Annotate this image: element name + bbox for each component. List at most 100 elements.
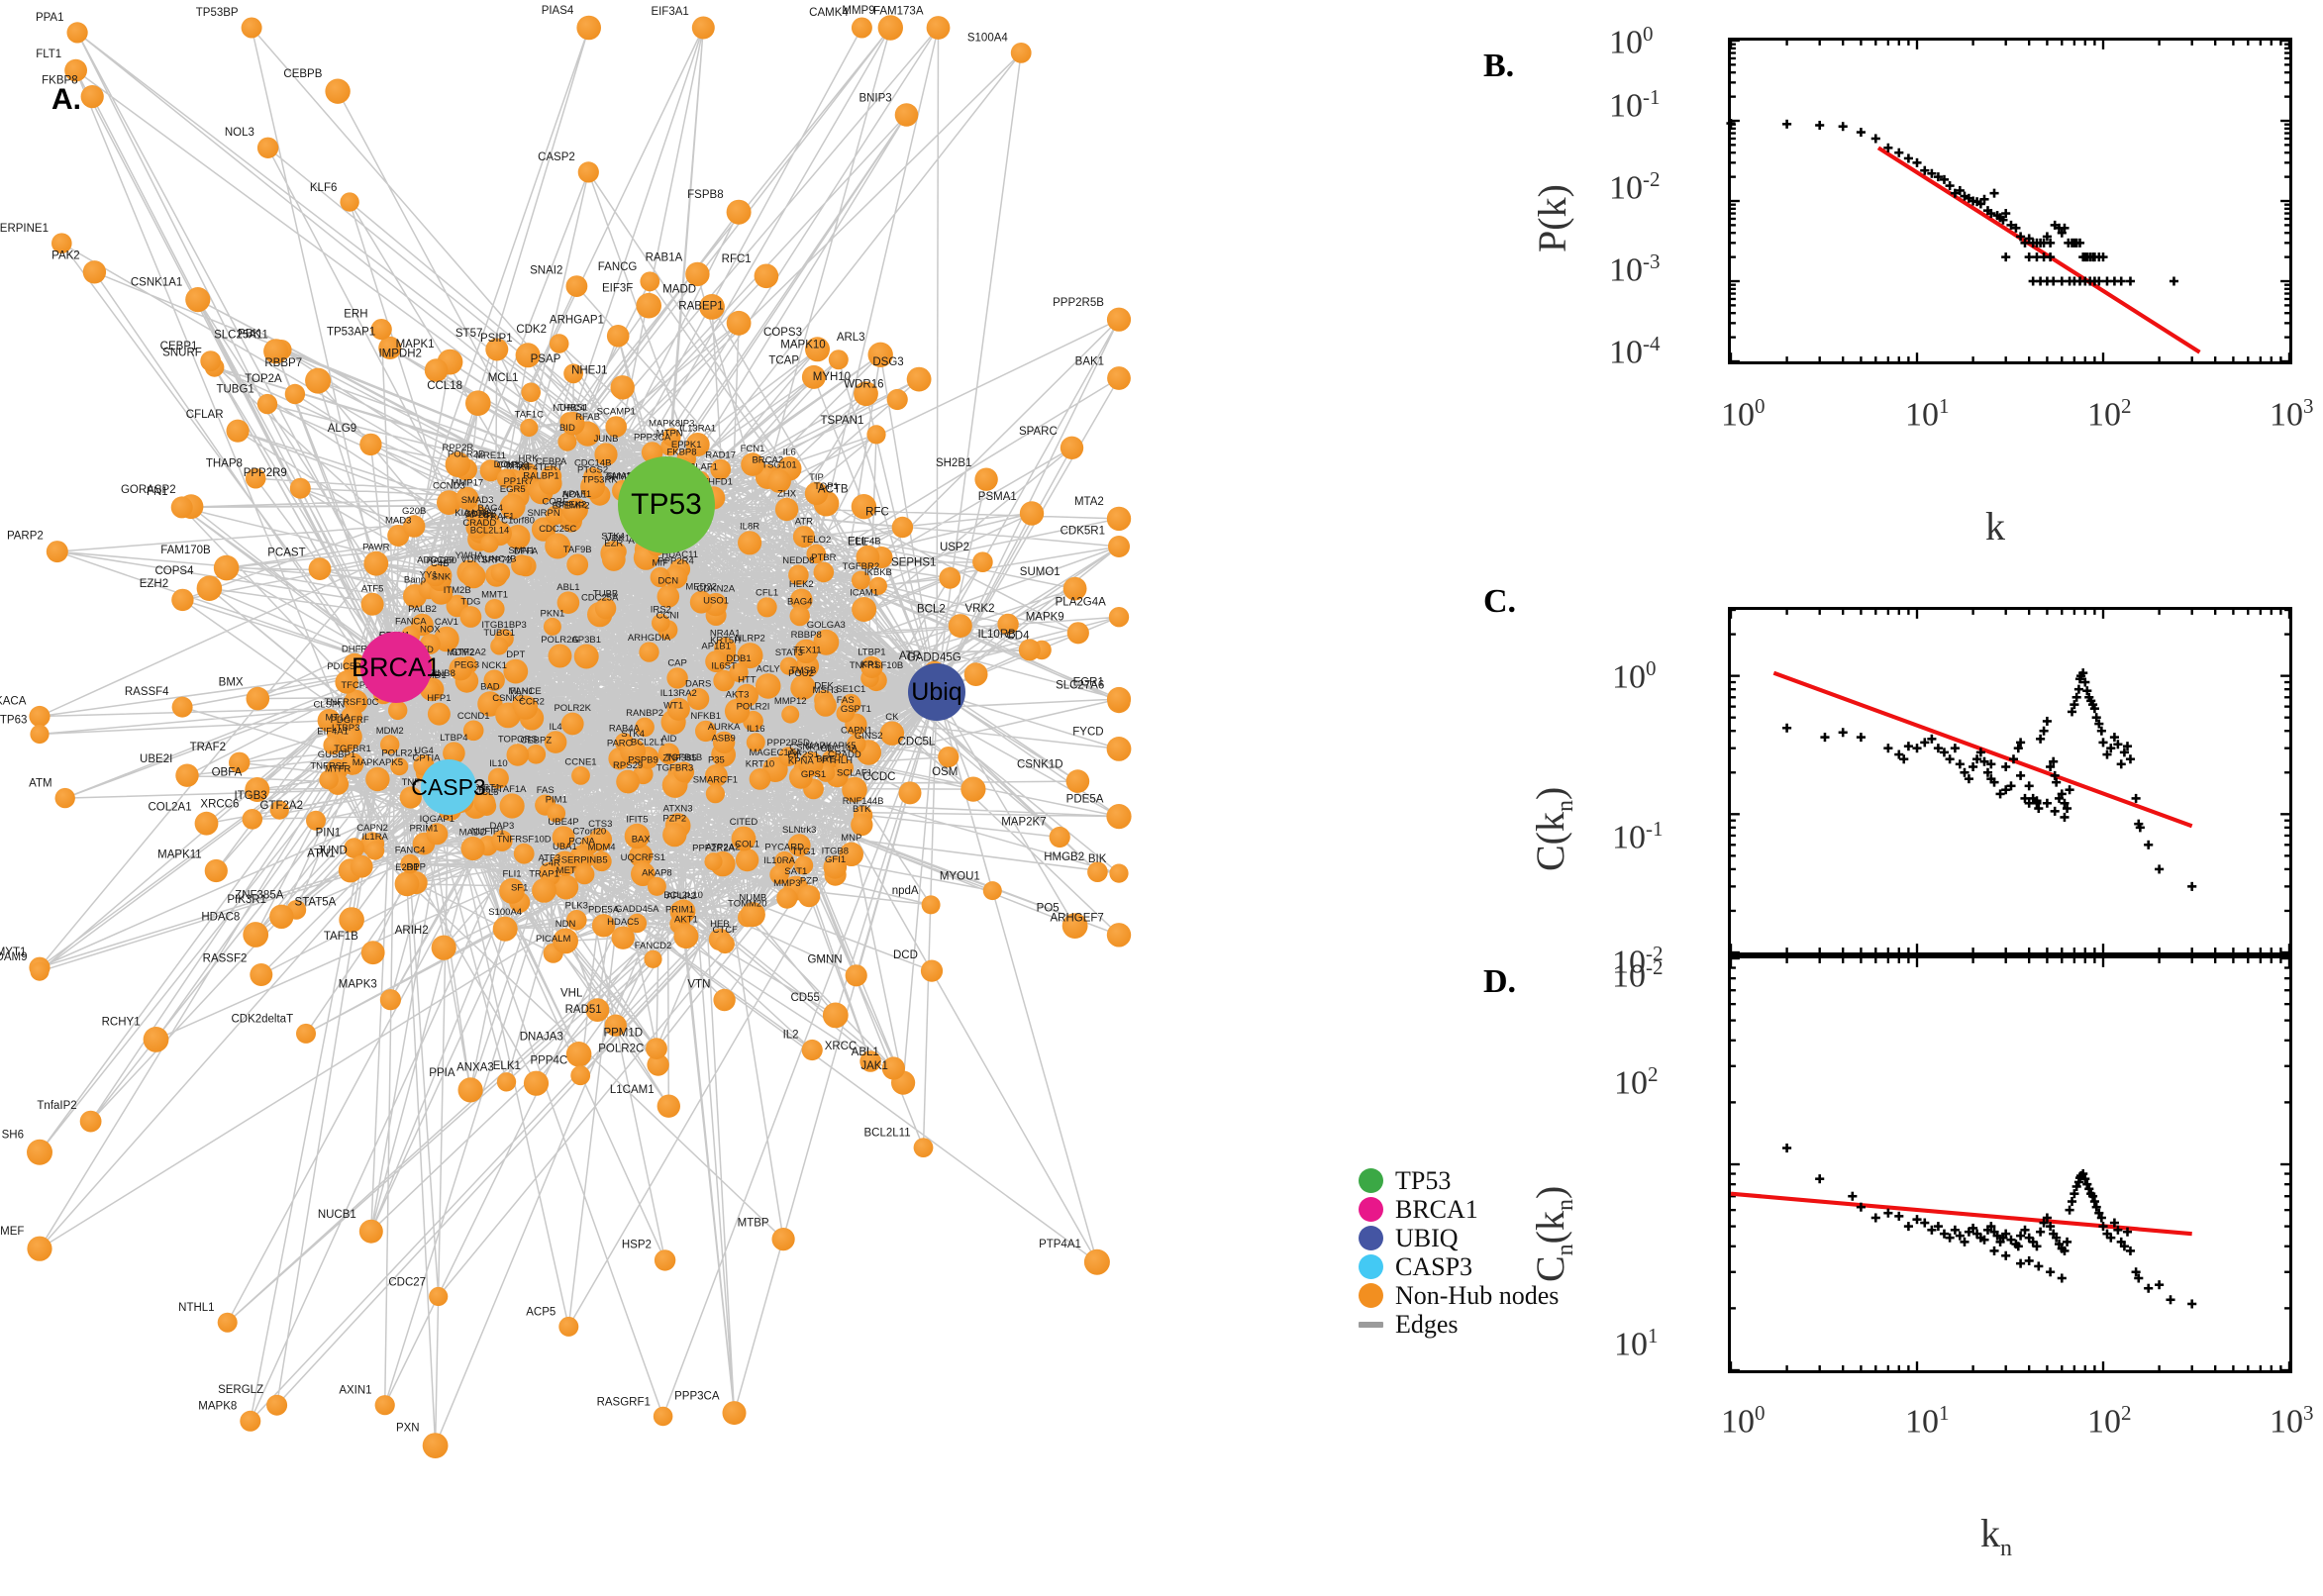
network-node[interactable] xyxy=(317,709,341,733)
network-node[interactable] xyxy=(731,826,757,851)
network-node[interactable] xyxy=(836,704,855,723)
network-node[interactable] xyxy=(594,443,618,466)
network-node[interactable] xyxy=(666,697,690,721)
network-node[interactable] xyxy=(1083,1248,1110,1275)
network-node[interactable] xyxy=(511,554,533,576)
network-node[interactable] xyxy=(66,22,88,44)
network-node[interactable] xyxy=(266,1394,288,1416)
network-node[interactable] xyxy=(879,721,905,746)
network-node[interactable] xyxy=(1106,506,1132,532)
network-node[interactable] xyxy=(577,161,599,183)
network-node[interactable] xyxy=(938,747,960,768)
network-node[interactable] xyxy=(335,670,358,694)
network-node[interactable] xyxy=(813,561,835,583)
network-node[interactable] xyxy=(1108,607,1130,628)
network-node[interactable] xyxy=(948,614,972,639)
network-node[interactable] xyxy=(521,382,541,403)
network-node[interactable] xyxy=(437,490,461,515)
network-node[interactable] xyxy=(851,570,870,590)
network-node[interactable] xyxy=(64,58,87,82)
network-node[interactable] xyxy=(213,554,240,581)
network-node[interactable] xyxy=(805,337,830,362)
network-node[interactable] xyxy=(380,735,400,754)
network-node[interactable] xyxy=(851,17,872,39)
network-node[interactable] xyxy=(513,843,535,864)
network-node[interactable] xyxy=(741,452,764,476)
network-node[interactable] xyxy=(565,275,588,297)
network-node[interactable] xyxy=(360,592,384,616)
network-node[interactable] xyxy=(972,551,993,572)
network-node[interactable] xyxy=(473,792,496,814)
network-node[interactable] xyxy=(835,758,855,777)
network-node[interactable] xyxy=(771,1228,795,1251)
network-node[interactable] xyxy=(713,669,735,692)
network-node[interactable] xyxy=(859,1050,881,1072)
network-node[interactable] xyxy=(226,419,250,443)
network-node[interactable] xyxy=(492,916,518,942)
network-node[interactable] xyxy=(663,565,688,589)
network-node[interactable] xyxy=(963,662,988,686)
network-node[interactable] xyxy=(563,363,583,384)
network-node[interactable] xyxy=(30,724,50,745)
network-node[interactable] xyxy=(359,433,382,456)
network-node[interactable] xyxy=(339,907,364,933)
network-node[interactable] xyxy=(585,998,610,1022)
network-node[interactable] xyxy=(794,639,819,663)
network-node[interactable] xyxy=(647,876,666,896)
network-node[interactable] xyxy=(639,642,659,662)
network-node[interactable] xyxy=(656,585,680,608)
network-node[interactable] xyxy=(705,784,726,804)
network-node[interactable] xyxy=(480,534,499,553)
network-node[interactable] xyxy=(547,804,566,823)
network-node[interactable] xyxy=(769,864,789,885)
network-node[interactable] xyxy=(1087,861,1108,882)
network-node[interactable] xyxy=(661,428,681,447)
network-node[interactable] xyxy=(705,650,728,673)
network-node[interactable] xyxy=(573,644,599,669)
network-node[interactable] xyxy=(778,747,798,766)
network-node[interactable] xyxy=(506,744,530,766)
network-node[interactable] xyxy=(465,390,491,417)
network-node[interactable] xyxy=(548,644,572,668)
network-node[interactable] xyxy=(378,336,402,359)
network-node[interactable] xyxy=(695,720,717,743)
network-node[interactable] xyxy=(673,924,699,949)
network-node[interactable] xyxy=(792,526,815,549)
network-node[interactable] xyxy=(269,800,289,820)
network-node[interactable] xyxy=(263,339,289,364)
network-node[interactable] xyxy=(29,705,50,728)
network-node[interactable] xyxy=(487,767,509,789)
network-node[interactable] xyxy=(466,504,489,527)
network-node[interactable] xyxy=(710,458,732,480)
network-node[interactable] xyxy=(670,899,696,924)
network-node[interactable] xyxy=(798,885,821,908)
network-node[interactable] xyxy=(340,192,359,212)
network-node[interactable] xyxy=(854,381,878,407)
network-node[interactable] xyxy=(27,1236,52,1261)
network-node[interactable] xyxy=(624,823,651,849)
network-node[interactable] xyxy=(1060,436,1084,459)
network-node[interactable] xyxy=(526,745,547,764)
network-node[interactable] xyxy=(1061,913,1088,939)
hub-node-brca1[interactable]: BRCA1 xyxy=(352,632,441,703)
network-node[interactable] xyxy=(245,777,270,802)
network-node[interactable] xyxy=(644,949,662,968)
network-node[interactable] xyxy=(546,505,565,526)
network-node[interactable] xyxy=(939,566,961,589)
network-node[interactable] xyxy=(616,769,640,794)
network-node[interactable] xyxy=(647,1053,669,1076)
network-node[interactable] xyxy=(422,1433,449,1458)
network-node[interactable] xyxy=(1109,863,1129,883)
network-node[interactable] xyxy=(652,613,670,633)
network-node[interactable] xyxy=(171,588,194,612)
network-node[interactable] xyxy=(666,667,688,689)
network-node[interactable] xyxy=(867,342,893,367)
network-node[interactable] xyxy=(1010,43,1032,63)
network-node[interactable] xyxy=(296,1023,316,1044)
network-node[interactable] xyxy=(394,871,420,897)
network-node[interactable] xyxy=(543,617,561,636)
network-node[interactable] xyxy=(860,655,883,679)
network-node[interactable] xyxy=(558,1316,579,1337)
network-node[interactable] xyxy=(246,686,270,711)
network-node[interactable] xyxy=(217,1312,238,1333)
